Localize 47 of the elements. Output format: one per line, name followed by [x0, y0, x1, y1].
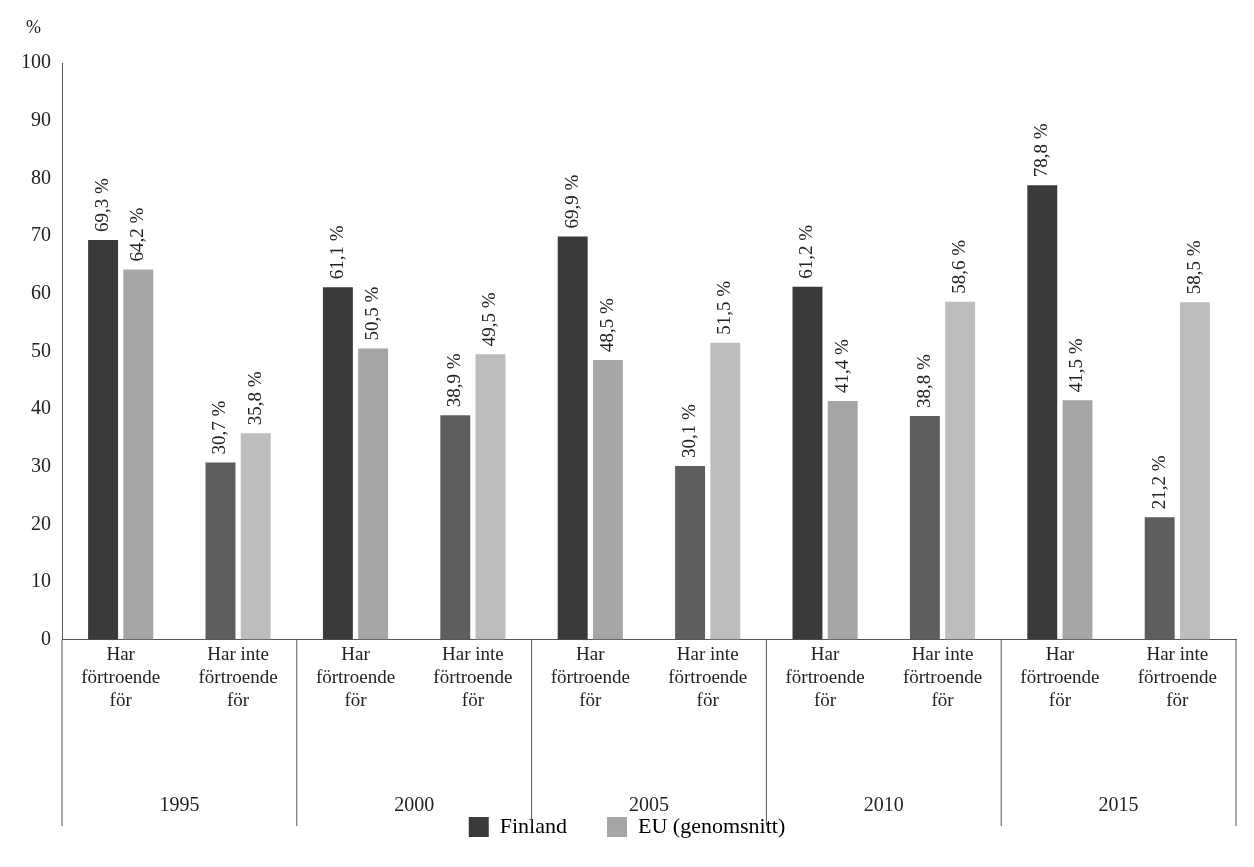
- data-label: 30,7 %: [208, 400, 230, 455]
- x-tick-label: Har inte förtroende för: [198, 642, 278, 710]
- x-tick-label: Har inte förtroende för: [668, 642, 748, 710]
- data-label: 58,5 %: [1182, 240, 1204, 295]
- y-tick-label: 10: [31, 569, 51, 592]
- legend-label: Finland: [499, 812, 567, 838]
- data-label: 50,5 %: [361, 286, 383, 341]
- x-tick-label: Har förtroende för: [785, 642, 865, 710]
- x-tick-label: Har inte förtroende för: [1137, 642, 1217, 710]
- text: 2010: [863, 793, 904, 816]
- data-label: 78,8 %: [1030, 123, 1052, 178]
- data-label: 41,5 %: [1065, 338, 1087, 393]
- y-tick-label: 0: [41, 626, 51, 649]
- text: 1995: [159, 793, 200, 816]
- data-label: 38,8 %: [912, 353, 934, 408]
- text: 2015: [1098, 793, 1139, 816]
- y-tick-label: 20: [31, 511, 51, 534]
- data-label: 61,1 %: [325, 225, 347, 280]
- data-label: 49,5 %: [478, 292, 500, 347]
- data-label: 35,8 %: [243, 371, 265, 426]
- data-label: 51,5 %: [713, 280, 735, 335]
- y-tick-label: 90: [31, 107, 51, 130]
- y-tick-label: 30: [31, 453, 51, 476]
- y-tick-label: 70: [31, 223, 51, 246]
- y-tick-label: 50: [31, 338, 51, 361]
- y-tick-label: 100: [21, 50, 51, 73]
- data-label: 64,2 %: [126, 207, 148, 262]
- y-tick-label: 80: [31, 165, 51, 188]
- data-label: 58,6 %: [948, 239, 970, 294]
- x-tick-label: Har inte förtroende för: [433, 642, 513, 710]
- text: 2000: [394, 793, 435, 816]
- y-tick-label: 60: [31, 280, 51, 303]
- y-tick-label: 40: [31, 396, 51, 419]
- data-label: 30,1 %: [678, 404, 700, 459]
- data-label: 69,3 %: [91, 178, 113, 233]
- data-label: 61,2 %: [795, 224, 817, 279]
- data-label: 48,5 %: [595, 297, 617, 352]
- x-tick-label: Har förtroende för: [1020, 642, 1100, 710]
- x-tick-label: Har inte förtroende för: [902, 642, 983, 710]
- x-tick-label: Har förtroende för: [81, 642, 161, 710]
- x-tick-label: Har förtroende för: [315, 642, 396, 710]
- data-label: 69,9 %: [560, 174, 582, 229]
- y-axis-title: %: [26, 16, 41, 37]
- x-tick-label: Har förtroende för: [550, 642, 630, 710]
- data-label: 38,9 %: [443, 353, 465, 408]
- data-label: 41,4 %: [830, 338, 852, 393]
- data-label: 21,2 %: [1147, 455, 1169, 510]
